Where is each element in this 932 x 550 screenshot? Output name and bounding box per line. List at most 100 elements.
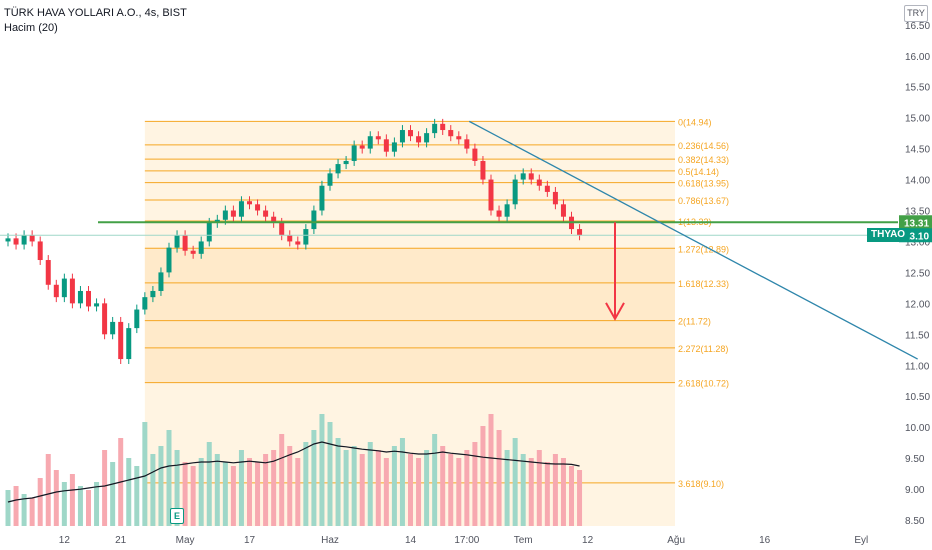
- x-tick-7: Tem: [514, 535, 533, 546]
- candle-11: [94, 303, 100, 307]
- candle-13: [110, 321, 116, 335]
- candle-47: [383, 139, 389, 152]
- candle-14: [118, 321, 124, 360]
- volume-bar-21: [174, 450, 180, 526]
- volume-bar-55: [448, 454, 454, 526]
- volume-bar-9: [77, 486, 83, 526]
- volume-bar-19: [158, 446, 164, 526]
- fib-label-9: 2(11.72): [678, 317, 711, 327]
- x-tick-2: May: [176, 535, 195, 546]
- volume-bar-17: [142, 422, 148, 526]
- candle-27: [222, 210, 228, 220]
- volume-bar-47: [383, 458, 389, 526]
- candle-10: [86, 290, 91, 307]
- volume-bar-53: [432, 434, 438, 526]
- x-tick-3: 17: [244, 535, 256, 546]
- y-tick-5: 11.00: [905, 361, 930, 372]
- volume-bar-51: [416, 458, 422, 526]
- y-tick-2: 9.50: [905, 454, 925, 465]
- volume-bar-40: [327, 422, 333, 526]
- x-tick-6: 17:00: [454, 535, 479, 546]
- candle-39: [319, 185, 325, 211]
- fib-label-0: 0(14.94): [678, 117, 712, 127]
- volume-bar-38: [311, 430, 317, 526]
- candle-8: [69, 278, 75, 304]
- x-tick-5: 14: [405, 535, 417, 546]
- x-tick-0: 12: [59, 535, 71, 546]
- candle-49: [399, 130, 405, 143]
- target-arrow-head: [605, 302, 625, 321]
- candle-6: [53, 284, 59, 298]
- candle-31: [255, 204, 261, 211]
- candle-37: [303, 229, 309, 245]
- volume-bar-56: [456, 458, 462, 526]
- volume-bar-5: [45, 454, 51, 526]
- volume-bar-64: [520, 454, 526, 526]
- candle-33: [271, 216, 277, 223]
- symbol-price-tag: THYAO: [867, 228, 910, 243]
- candle-50: [408, 130, 413, 137]
- volume-bar-22: [182, 462, 188, 526]
- y-tick-10: 13.50: [905, 207, 930, 218]
- candle-24: [198, 241, 204, 254]
- price-label-1: 13.10: [904, 231, 929, 242]
- volume-bar-60: [488, 414, 494, 526]
- volume-bar-62: [504, 450, 510, 526]
- x-tick-1: 21: [115, 535, 127, 546]
- candle-65: [528, 173, 534, 180]
- volume-bar-31: [255, 462, 261, 526]
- volume-bar-10: [86, 490, 91, 526]
- volume-bar-63: [512, 438, 518, 526]
- fib-zone-dense: [144, 248, 676, 383]
- volume-bar-25: [206, 442, 212, 526]
- candle-61: [496, 210, 502, 217]
- candle-56: [456, 136, 462, 140]
- candle-1: [13, 238, 19, 245]
- candle-19: [158, 272, 164, 291]
- candle-5: [45, 260, 51, 285]
- y-tick-7: 12.00: [905, 299, 930, 310]
- volume-bar-44: [359, 454, 365, 526]
- x-tick-10: 16: [759, 535, 771, 546]
- volume-bar-39: [319, 414, 325, 526]
- y-tick-12: 14.50: [905, 145, 930, 156]
- volume-bar-66: [536, 450, 542, 526]
- fib-label-8: 1.618(12.33): [678, 279, 729, 289]
- candle-0: [5, 238, 11, 242]
- candle-36: [295, 241, 301, 245]
- volume-bar-28: [230, 466, 236, 526]
- earnings-marker[interactable]: E: [170, 508, 184, 524]
- volume-ma-line: [7, 441, 580, 503]
- volume-bar-7: [61, 482, 67, 526]
- candle-68: [552, 191, 558, 205]
- volume-bar-70: [569, 466, 574, 526]
- candle-57: [464, 139, 470, 149]
- candle-16: [134, 309, 140, 329]
- x-tick-4: Haz: [321, 535, 339, 546]
- fib-label-4: 0.618(13.95): [678, 179, 729, 189]
- volume-bar-27: [222, 462, 228, 526]
- volume-bar-12: [102, 450, 108, 526]
- volume-bar-20: [166, 430, 172, 526]
- x-tick-11: Eyl: [854, 535, 868, 546]
- candle-38: [311, 210, 317, 230]
- candle-59: [480, 160, 486, 180]
- fib-label-12: 3.618(9.10): [678, 479, 724, 489]
- currency-badge[interactable]: TRY: [904, 5, 928, 22]
- volume-bar-48: [391, 446, 397, 526]
- candle-54: [440, 123, 446, 131]
- volume-indicator-label[interactable]: Hacim (20): [4, 22, 58, 34]
- y-tick-1: 9.00: [905, 485, 925, 496]
- volume-bar-32: [263, 454, 269, 526]
- candle-30: [247, 201, 252, 205]
- candle-22: [182, 235, 188, 251]
- y-tick-14: 15.50: [905, 83, 930, 94]
- candle-48: [391, 142, 397, 152]
- x-tick-9: Ağu: [667, 535, 685, 546]
- volume-bar-50: [408, 454, 413, 526]
- candle-34: [279, 222, 285, 236]
- fib-label-11: 2.618(10.72): [678, 379, 729, 389]
- y-tick-11: 14.00: [905, 176, 930, 187]
- chart-legend: TÜRK HAVA YOLLARI A.O., 4s, BIST Hacim (…: [4, 6, 187, 36]
